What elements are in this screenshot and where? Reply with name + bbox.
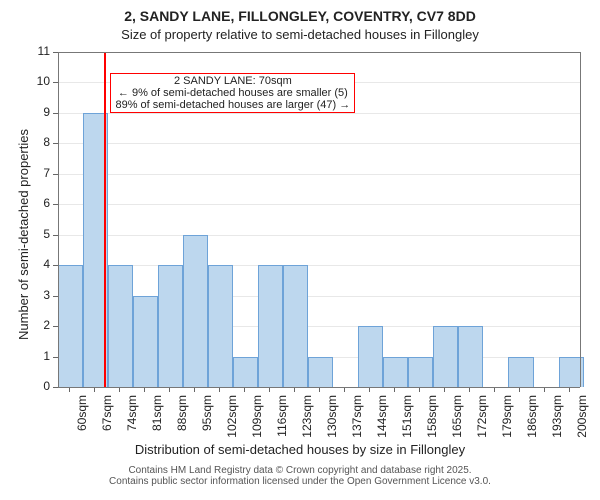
- histogram-bar: [383, 357, 408, 387]
- histogram-bar: [133, 296, 158, 387]
- y-tick-label: 6: [28, 196, 50, 210]
- x-tick-label: 116sqm: [275, 395, 289, 443]
- histogram-bar: [433, 326, 458, 387]
- x-tick-label: 144sqm: [375, 395, 389, 443]
- histogram-bar: [508, 357, 533, 387]
- right-axis-line: [580, 52, 581, 387]
- chart-title: 2, SANDY LANE, FILLONGLEY, COVENTRY, CV7…: [0, 8, 600, 24]
- x-tick-label: 193sqm: [550, 395, 564, 443]
- y-tick-label: 4: [28, 257, 50, 271]
- x-axis-line: [58, 387, 580, 388]
- histogram-bar: [208, 265, 233, 387]
- y-tick-label: 1: [28, 349, 50, 363]
- histogram-bar: [108, 265, 133, 387]
- y-tick-label: 8: [28, 135, 50, 149]
- x-tick-label: 200sqm: [575, 395, 589, 443]
- x-tick-label: 130sqm: [325, 395, 339, 443]
- x-tick-label: 67sqm: [100, 395, 114, 443]
- y-tick-label: 5: [28, 227, 50, 241]
- annotation-line-2: ← 9% of semi-detached houses are smaller…: [115, 87, 350, 99]
- x-tick-label: 109sqm: [250, 395, 264, 443]
- chart-subtitle: Size of property relative to semi-detach…: [0, 27, 600, 42]
- annotation-line-1: 2 SANDY LANE: 70sqm: [115, 75, 350, 87]
- x-tick-label: 151sqm: [400, 395, 414, 443]
- y-tick-label: 7: [28, 166, 50, 180]
- y-tick-label: 2: [28, 318, 50, 332]
- annotation-line-3: 89% of semi-detached houses are larger (…: [115, 99, 350, 111]
- x-tick-label: 102sqm: [225, 395, 239, 443]
- plot-area: 0123456789101160sqm67sqm74sqm81sqm88sqm9…: [58, 52, 580, 387]
- histogram-bar: [183, 235, 208, 387]
- top-axis-line: [58, 52, 580, 53]
- x-tick-label: 158sqm: [425, 395, 439, 443]
- histogram-bar: [308, 357, 333, 387]
- x-tick-label: 81sqm: [150, 395, 164, 443]
- x-tick-label: 137sqm: [350, 395, 364, 443]
- y-tick-label: 9: [28, 105, 50, 119]
- histogram-bar: [458, 326, 483, 387]
- histogram-bar: [258, 265, 283, 387]
- gridline: [58, 265, 580, 266]
- x-tick-label: 123sqm: [300, 395, 314, 443]
- x-tick-label: 165sqm: [450, 395, 464, 443]
- histogram-bar: [158, 265, 183, 387]
- x-axis-label: Distribution of semi-detached houses by …: [0, 442, 600, 457]
- x-tick-label: 179sqm: [500, 395, 514, 443]
- y-tick-label: 11: [28, 44, 50, 58]
- x-tick-label: 88sqm: [175, 395, 189, 443]
- histogram-bar: [358, 326, 383, 387]
- footer-line-1: Contains HM Land Registry data © Crown c…: [0, 465, 600, 476]
- y-tick-label: 3: [28, 288, 50, 302]
- chart-container: 2, SANDY LANE, FILLONGLEY, COVENTRY, CV7…: [0, 0, 600, 500]
- histogram-bar: [58, 265, 83, 387]
- y-axis-line: [58, 52, 59, 387]
- histogram-bar: [233, 357, 258, 387]
- reference-line: [104, 52, 106, 387]
- footer-line-2: Contains public sector information licen…: [0, 476, 600, 487]
- gridline: [58, 235, 580, 236]
- x-tick-label: 172sqm: [475, 395, 489, 443]
- gridline: [58, 174, 580, 175]
- histogram-bar: [408, 357, 433, 387]
- histogram-bar: [283, 265, 308, 387]
- gridline: [58, 143, 580, 144]
- x-tick-label: 74sqm: [125, 395, 139, 443]
- gridline: [58, 204, 580, 205]
- x-tick-label: 186sqm: [525, 395, 539, 443]
- x-tick-label: 60sqm: [75, 395, 89, 443]
- y-tick-label: 10: [28, 74, 50, 88]
- annotation-box: 2 SANDY LANE: 70sqm← 9% of semi-detached…: [110, 73, 355, 113]
- footer-text: Contains HM Land Registry data © Crown c…: [0, 465, 600, 487]
- y-tick-label: 0: [28, 379, 50, 393]
- x-tick-label: 95sqm: [200, 395, 214, 443]
